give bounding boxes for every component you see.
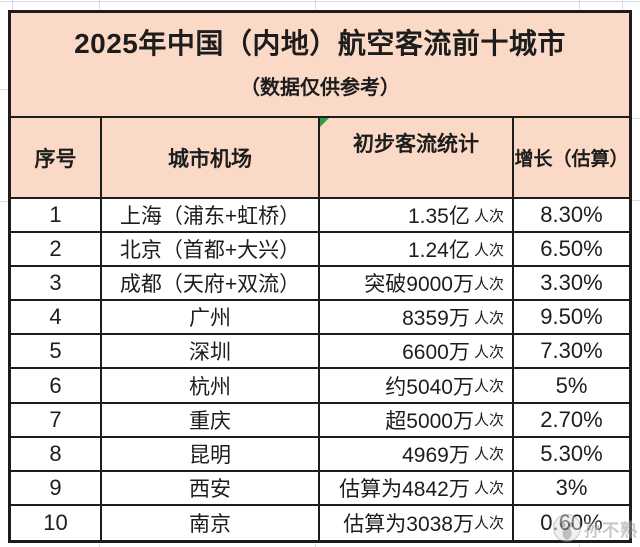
- column-header-traffic-label: 初步客流统计: [353, 132, 479, 156]
- rank-cell: 2: [11, 233, 102, 268]
- traffic-cell: 超5000万 人次: [320, 403, 514, 438]
- table-title-cell: 2025年中国（内地）航空客流前十城市 （数据仅供参考）: [11, 13, 629, 118]
- city-cell: 广州: [102, 301, 320, 336]
- city-cell: 昆明: [102, 437, 320, 472]
- page-title: 2025年中国（内地）航空客流前十城市: [74, 28, 566, 60]
- sheet-gridline: [0, 89, 8, 90]
- column-header-city: 城市机场: [102, 118, 320, 199]
- traffic-unit: 人次: [469, 446, 504, 464]
- traffic-cell: 4969万 人次: [320, 437, 514, 472]
- city-cell: 上海（浦东+虹桥）: [102, 199, 320, 234]
- traffic-value: 1.35亿: [407, 205, 470, 229]
- traffic-unit: 人次: [469, 343, 504, 361]
- passenger-traffic-table: 2025年中国（内地）航空客流前十城市 （数据仅供参考） 序号 城市机场 初步客…: [8, 10, 632, 543]
- growth-cell: 2.70%: [514, 403, 629, 438]
- traffic-unit: 人次: [473, 515, 504, 533]
- sheet-gridline: [0, 1, 640, 2]
- traffic-cell: 6600万 人次: [320, 335, 514, 370]
- growth-cell: 7.30%: [514, 335, 629, 370]
- sheet-gridline: [579, 544, 580, 547]
- traffic-unit: 人次: [469, 207, 504, 225]
- rank-cell: 3: [11, 267, 102, 302]
- traffic-cell: 1.24亿 人次: [320, 233, 514, 268]
- traffic-cell: 突破9000万 人次: [320, 267, 514, 302]
- traffic-value: 6600万: [402, 341, 470, 365]
- traffic-unit: 人次: [473, 412, 504, 430]
- sheet-gridline: [0, 201, 8, 202]
- traffic-unit: 人次: [469, 241, 504, 259]
- traffic-value: 约5040万: [385, 375, 474, 399]
- cell-corner-marker-icon: [320, 118, 329, 127]
- growth-cell: 3.30%: [514, 267, 629, 302]
- growth-cell: 5.30%: [514, 437, 629, 472]
- sheet-gridline: [99, 544, 100, 547]
- city-cell: 西安: [102, 471, 320, 506]
- traffic-unit: 人次: [473, 378, 504, 396]
- traffic-value: 超5000万: [385, 409, 474, 433]
- column-header-rank: 序号: [11, 118, 102, 199]
- rank-cell: 7: [11, 403, 102, 438]
- rank-cell: 8: [11, 437, 102, 472]
- growth-cell: 9.50%: [514, 301, 629, 336]
- traffic-value: 估算为3038万: [343, 512, 474, 536]
- sheet-gridline: [622, 0, 623, 10]
- traffic-cell: 约5040万 人次: [320, 369, 514, 404]
- city-cell: 北京（首都+大兴）: [102, 233, 320, 268]
- page-subtitle: （数据仅供参考）: [240, 76, 400, 99]
- city-cell: 南京: [102, 505, 320, 540]
- sheet-gridline: [579, 0, 580, 10]
- city-cell: 杭州: [102, 369, 320, 404]
- traffic-value: 突破9000万: [364, 273, 474, 297]
- traffic-unit: 人次: [469, 309, 504, 327]
- sheet-gridline: [632, 118, 640, 119]
- growth-cell: 6.50%: [514, 233, 629, 268]
- city-cell: 成都（天府+双流）: [102, 267, 320, 302]
- traffic-value: 4969万: [402, 443, 470, 467]
- sheet-gridline: [315, 544, 316, 547]
- traffic-value: 8359万: [402, 307, 470, 331]
- traffic-cell: 1.35亿 人次: [320, 199, 514, 234]
- traffic-unit: 人次: [473, 275, 504, 293]
- city-cell: 深圳: [102, 335, 320, 370]
- traffic-cell: 8359万 人次: [320, 301, 514, 336]
- sheet-gridline: [12, 0, 13, 10]
- traffic-cell: 估算为3038万 人次: [320, 505, 514, 540]
- growth-cell: 0.60%: [514, 505, 629, 540]
- rank-cell: 4: [11, 301, 102, 336]
- sheet-gridline: [99, 0, 100, 10]
- column-header-growth: 增长（估算）: [514, 118, 629, 199]
- rank-cell: 10: [11, 505, 102, 540]
- growth-cell: 5%: [514, 369, 629, 404]
- growth-cell: 8.30%: [514, 199, 629, 234]
- traffic-value: 估算为4842万: [339, 477, 470, 501]
- sheet-gridline: [632, 200, 640, 201]
- sheet-gridline: [315, 0, 316, 10]
- growth-cell: 3%: [514, 471, 629, 506]
- traffic-value: 1.24亿: [407, 239, 470, 263]
- rank-cell: 5: [11, 335, 102, 370]
- traffic-cell: 估算为4842万 人次: [320, 471, 514, 506]
- rank-cell: 1: [11, 199, 102, 234]
- rank-cell: 9: [11, 471, 102, 506]
- column-header-traffic: 初步客流统计: [320, 118, 514, 199]
- city-cell: 重庆: [102, 403, 320, 438]
- traffic-unit: 人次: [469, 480, 504, 498]
- rank-cell: 6: [11, 369, 102, 404]
